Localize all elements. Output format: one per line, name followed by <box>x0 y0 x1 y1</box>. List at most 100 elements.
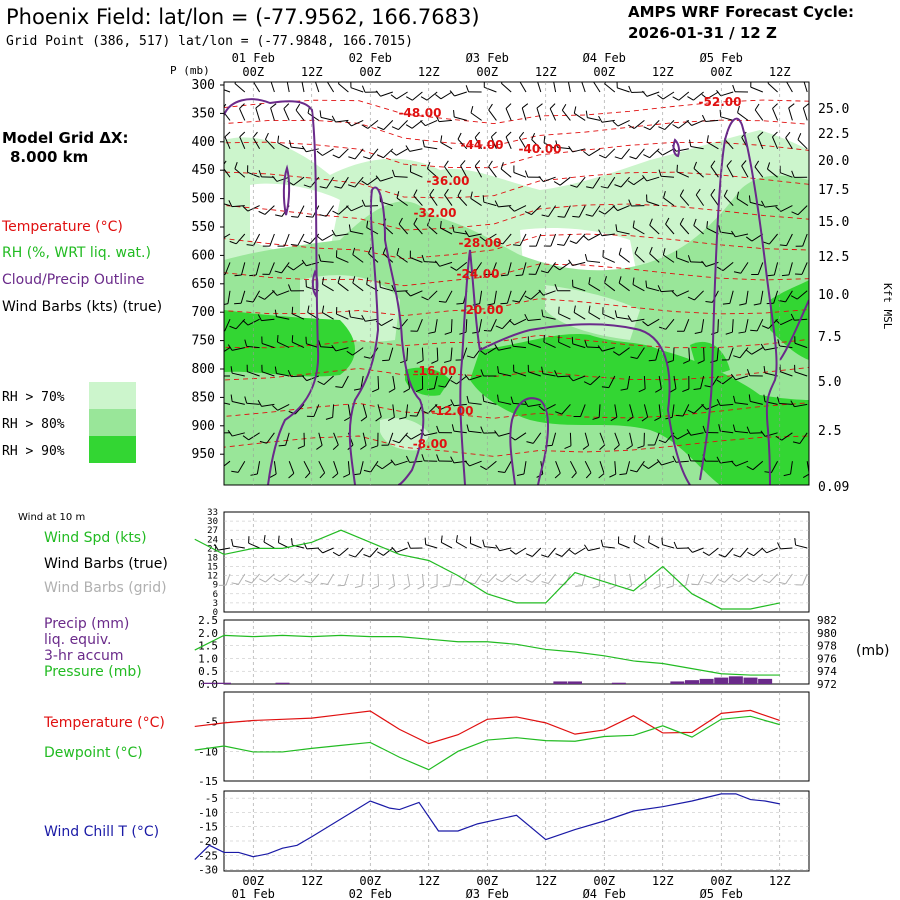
wind-barb <box>429 194 438 206</box>
top-hour-label: 12Z <box>769 65 791 79</box>
wind-barb <box>498 372 512 377</box>
wind-barb <box>527 318 541 321</box>
bottom-hour-label: 12Z <box>301 874 323 888</box>
wind-barb <box>490 136 497 149</box>
wind-barb <box>618 254 630 263</box>
wind-barb-flag <box>287 369 292 377</box>
wind-barb <box>643 404 649 418</box>
surface-barb-grid <box>643 573 647 586</box>
wind-barb-flag <box>452 224 455 233</box>
wind-barb-flag <box>679 217 684 225</box>
rh-legend: RH > 70% RH > 80% RH > 90% <box>2 382 136 463</box>
wind-barb <box>543 290 556 296</box>
wind-barb <box>801 262 808 275</box>
wind-barb-flag <box>572 215 580 218</box>
kft-tick: 15.0 <box>818 215 849 230</box>
wind-barb-flag <box>487 303 495 306</box>
wind-barb <box>424 261 438 263</box>
wind-barb <box>350 230 364 235</box>
wind-barb-flag <box>686 429 692 436</box>
wind-barb <box>535 233 542 247</box>
wind-barb <box>456 375 468 385</box>
temperature-contour-label: -12.00 <box>431 404 474 418</box>
windchill-y-ticks: -5-10 -15-20-25 -30 <box>198 792 218 876</box>
wind-barb-flag <box>524 313 529 321</box>
temperature-contour <box>224 435 809 457</box>
wind-barb <box>735 430 749 434</box>
surface-barb-true <box>263 541 275 549</box>
model-grid-label: Model Grid ΔX: <box>2 129 129 147</box>
wind-barb <box>276 290 290 296</box>
wind-barb-flag <box>319 214 327 217</box>
wind-barb-flag <box>554 472 561 479</box>
wind-barb <box>752 460 764 471</box>
surface-barb-grid-flag <box>273 577 281 583</box>
wind-barb-flag <box>392 439 400 444</box>
wind-barb-flag <box>405 455 410 463</box>
wind-barb <box>676 257 689 263</box>
wind-barb-flag <box>405 145 411 152</box>
wind-barb <box>720 116 734 121</box>
wind-barb <box>365 318 379 322</box>
wind-barb <box>261 403 275 407</box>
pressure-y-tick: 982 <box>817 614 837 627</box>
wind-y-tick: 12 <box>207 572 218 582</box>
surface-barb-grid <box>629 573 633 586</box>
wind-barb <box>474 137 483 150</box>
wind-barb <box>592 205 601 217</box>
wind-barb-flag <box>725 331 733 335</box>
wind-barb <box>505 108 512 121</box>
wind-barb-flag <box>658 126 665 131</box>
wind-barb-flag <box>760 430 766 437</box>
wind-barb <box>479 290 483 304</box>
precip-legend-liq: liq. equiv. <box>44 632 111 648</box>
wind-barb-flag <box>642 175 648 182</box>
wind-barb-flag <box>259 440 267 444</box>
wind-barb-flag <box>543 334 545 343</box>
wind-barb-flag <box>671 290 678 297</box>
wind-barb-flag <box>772 131 778 138</box>
wind-barb <box>362 404 368 418</box>
wind-barb-flag <box>491 131 497 138</box>
top-date-label: Ø5 Feb <box>700 51 743 65</box>
surface-barb-true <box>739 547 749 558</box>
wind-barb <box>608 375 616 388</box>
surface-barb-true <box>306 547 319 550</box>
wind-barb <box>234 168 246 178</box>
surface-barb-grid <box>531 573 542 583</box>
wind-barb <box>572 343 586 349</box>
surface-barb-true <box>753 547 764 557</box>
wind-barb <box>602 256 616 263</box>
temperature-contour-label: -20.00 <box>461 303 504 317</box>
wind-barb-flag <box>361 314 366 322</box>
wind-barb-flag <box>438 300 446 303</box>
wind-barb <box>559 261 571 271</box>
wind-barb-flag <box>375 175 381 182</box>
wind-barb-flag <box>332 473 339 479</box>
surface-barb-grid-flag <box>718 578 725 583</box>
wind-barb-flag <box>457 132 462 140</box>
wind-barb-flag <box>627 124 635 129</box>
wind-barb <box>367 120 379 129</box>
wind-barb <box>224 168 231 178</box>
wind-barb-flag <box>632 220 635 228</box>
wind-barb <box>335 347 349 352</box>
surface-barb-true-flag <box>718 554 726 558</box>
wind-barb <box>750 86 763 93</box>
wind-barb-flag <box>510 339 514 347</box>
wind-barb-flag <box>669 388 677 393</box>
surface-barb-true <box>561 547 571 557</box>
precip-y-tick: 0.5 <box>198 665 218 678</box>
wind-barb-flag <box>224 103 227 108</box>
wind-barb <box>396 254 408 263</box>
wind-barb-flag <box>557 216 565 218</box>
wind-barb <box>318 432 323 446</box>
precip-bar <box>217 682 231 684</box>
temperature-contour-label: -8.00 <box>413 437 448 451</box>
wind-barb-flag <box>376 464 383 470</box>
wind-barb-flag <box>303 240 311 245</box>
wind-barb-flag <box>693 218 697 226</box>
wind-barb <box>690 432 704 436</box>
wind-barb-flag <box>716 379 724 385</box>
